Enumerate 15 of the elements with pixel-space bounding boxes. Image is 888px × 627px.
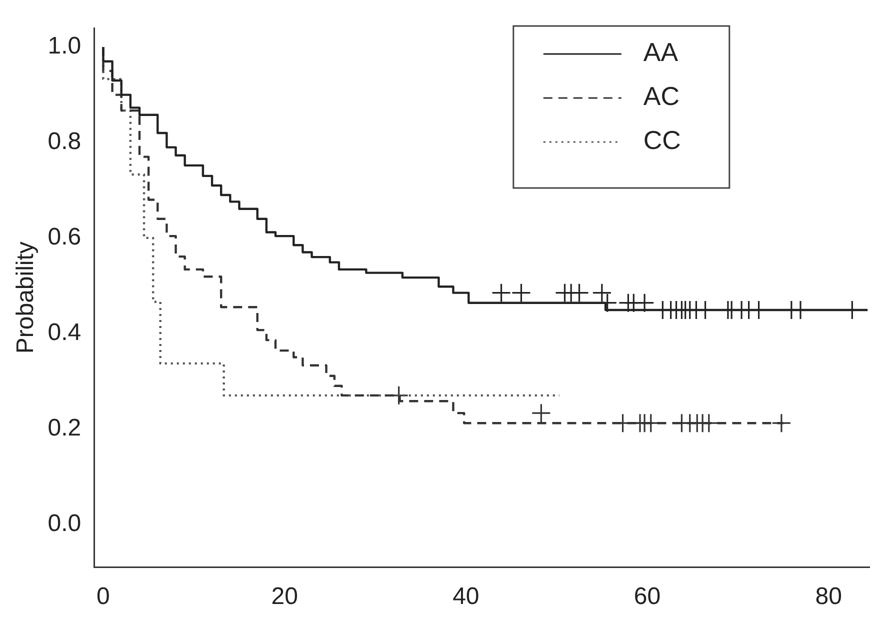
y-tick-label: 0.4	[48, 319, 82, 346]
y-tick-label: 0.2	[48, 414, 82, 442]
x-tick-label: 20	[271, 583, 298, 610]
x-tick-label: 80	[815, 583, 842, 610]
legend-label: CC	[643, 125, 681, 156]
legend-label: AA	[643, 37, 679, 68]
y-tick-label: 1.0	[48, 32, 82, 60]
y-tick-label: 0.6	[48, 224, 82, 251]
y-axis-title: Probability	[12, 242, 40, 354]
x-tick-label: 40	[452, 583, 480, 610]
y-tick-label: 0.8	[48, 128, 82, 156]
x-tick-label: 60	[634, 583, 661, 610]
y-tick-label: 0.0	[48, 510, 82, 537]
legend-label: AC	[643, 81, 680, 112]
x-tick-label: 0	[96, 583, 110, 610]
